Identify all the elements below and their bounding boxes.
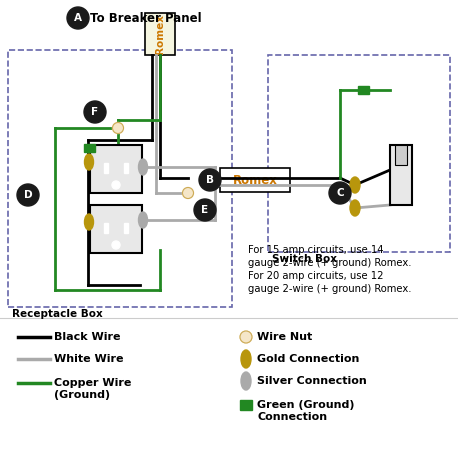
Text: B: B (206, 175, 214, 185)
Circle shape (112, 181, 120, 189)
Text: gauge 2-wire (+ ground) Romex.: gauge 2-wire (+ ground) Romex. (248, 258, 411, 268)
Text: Black Wire: Black Wire (54, 332, 120, 342)
Bar (90, 205, 142, 253)
Text: Switch Box: Switch Box (272, 254, 337, 264)
Text: F: F (92, 107, 98, 117)
Bar (240, 400, 252, 410)
Ellipse shape (84, 154, 93, 170)
Text: Romex: Romex (233, 173, 278, 187)
Bar (124, 223, 128, 233)
FancyBboxPatch shape (268, 55, 450, 252)
Circle shape (17, 184, 39, 206)
Ellipse shape (241, 350, 251, 368)
Ellipse shape (138, 212, 147, 228)
Bar (220, 168, 290, 192)
Circle shape (199, 169, 221, 191)
Text: Connection: Connection (257, 412, 327, 422)
Text: Wire Nut: Wire Nut (257, 332, 312, 342)
Text: E: E (202, 205, 208, 215)
Text: (Ground): (Ground) (54, 390, 110, 400)
Ellipse shape (84, 214, 93, 230)
Bar (90, 145, 142, 193)
Circle shape (112, 241, 120, 249)
Text: For 15 amp circuits, use 14: For 15 amp circuits, use 14 (248, 245, 383, 255)
Circle shape (194, 199, 216, 221)
Text: Gold Connection: Gold Connection (257, 354, 360, 364)
Text: D: D (24, 190, 33, 200)
Ellipse shape (138, 159, 147, 175)
Text: A: A (74, 13, 82, 23)
Circle shape (84, 101, 106, 123)
Text: Green (Ground): Green (Ground) (257, 400, 354, 410)
Text: White Wire: White Wire (54, 354, 124, 364)
Bar (145, 13, 175, 55)
Text: Copper Wire: Copper Wire (54, 378, 131, 388)
Ellipse shape (350, 200, 360, 216)
Text: Receptacle Box: Receptacle Box (12, 309, 103, 319)
Bar (395, 145, 407, 165)
Bar (104, 163, 108, 173)
Text: Silver Connection: Silver Connection (257, 376, 367, 386)
Circle shape (329, 182, 351, 204)
Ellipse shape (241, 372, 251, 390)
Circle shape (67, 7, 89, 29)
Bar (124, 163, 128, 173)
Bar (390, 145, 412, 205)
Circle shape (240, 331, 252, 343)
Ellipse shape (350, 177, 360, 193)
Text: For 20 amp circuits, use 12: For 20 amp circuits, use 12 (248, 271, 383, 281)
Text: To Breaker Panel: To Breaker Panel (90, 11, 202, 25)
Circle shape (182, 187, 193, 198)
Text: C: C (336, 188, 344, 198)
FancyBboxPatch shape (8, 50, 232, 307)
Circle shape (113, 122, 124, 133)
Bar (83, 144, 94, 152)
Bar (358, 86, 369, 94)
Text: gauge 2-wire (+ ground) Romex.: gauge 2-wire (+ ground) Romex. (248, 284, 411, 294)
Bar (104, 223, 108, 233)
Text: Romex: Romex (155, 14, 165, 54)
